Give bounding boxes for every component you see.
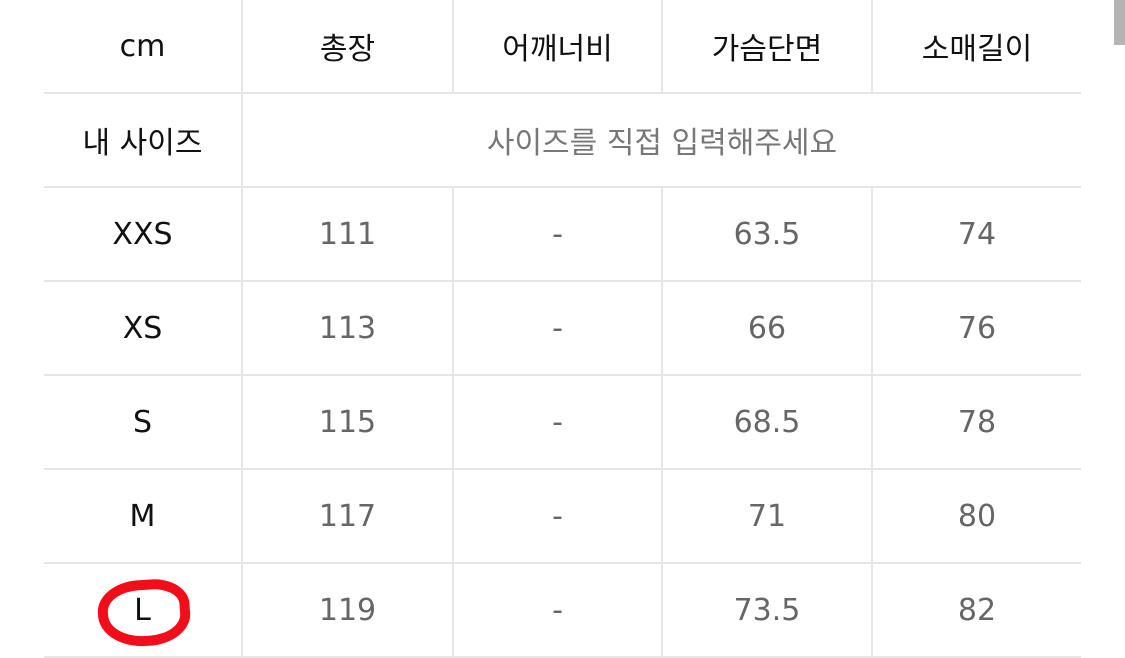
cell: 115 <box>241 375 453 470</box>
header-sleeve-length: 소매길이 <box>871 0 1081 94</box>
table-row: XS 113 - 66 76 <box>44 281 1081 376</box>
cell: 66 <box>661 281 872 376</box>
size-label: S <box>44 375 242 470</box>
table-row: L 119 - 73.5 82 <box>44 563 1081 658</box>
size-table: cm 총장 어깨너비 가슴단면 소매길이 내 사이즈 사이즈를 직접 입력해주세… <box>44 0 1081 658</box>
header-row: cm 총장 어깨너비 가슴단면 소매길이 <box>44 0 1081 94</box>
cell: 82 <box>871 563 1081 658</box>
size-label: XS <box>44 281 242 376</box>
table-row: M 117 - 71 80 <box>44 469 1081 564</box>
cell: 73.5 <box>661 563 872 658</box>
cell: 119 <box>241 563 453 658</box>
table-row: S 115 - 68.5 78 <box>44 375 1081 470</box>
cell: 117 <box>241 469 453 564</box>
cell: 111 <box>241 187 453 282</box>
header-cm: cm <box>44 0 242 94</box>
cell: 76 <box>871 281 1081 376</box>
my-size-label: 내 사이즈 <box>44 93 242 188</box>
cell: - <box>452 563 662 658</box>
header-shoulder-width: 어깨너비 <box>452 0 662 94</box>
size-label: L <box>44 563 242 658</box>
cell: - <box>452 187 662 282</box>
table-row: XXS 111 - 63.5 74 <box>44 187 1081 282</box>
scrollbar[interactable] <box>1114 0 1125 45</box>
cell: 63.5 <box>661 187 872 282</box>
header-chest-width: 가슴단면 <box>661 0 872 94</box>
cell: 113 <box>241 281 453 376</box>
cell: 71 <box>661 469 872 564</box>
cell: 80 <box>871 469 1081 564</box>
my-size-input[interactable]: 사이즈를 직접 입력해주세요 <box>241 93 1081 188</box>
cell: 74 <box>871 187 1081 282</box>
cell: - <box>452 469 662 564</box>
size-label: XXS <box>44 187 242 282</box>
cell: - <box>452 375 662 470</box>
size-label: M <box>44 469 242 564</box>
header-total-length: 총장 <box>241 0 453 94</box>
cell: 78 <box>871 375 1081 470</box>
cell: - <box>452 281 662 376</box>
cell: 68.5 <box>661 375 872 470</box>
my-size-row[interactable]: 내 사이즈 사이즈를 직접 입력해주세요 <box>44 93 1081 188</box>
